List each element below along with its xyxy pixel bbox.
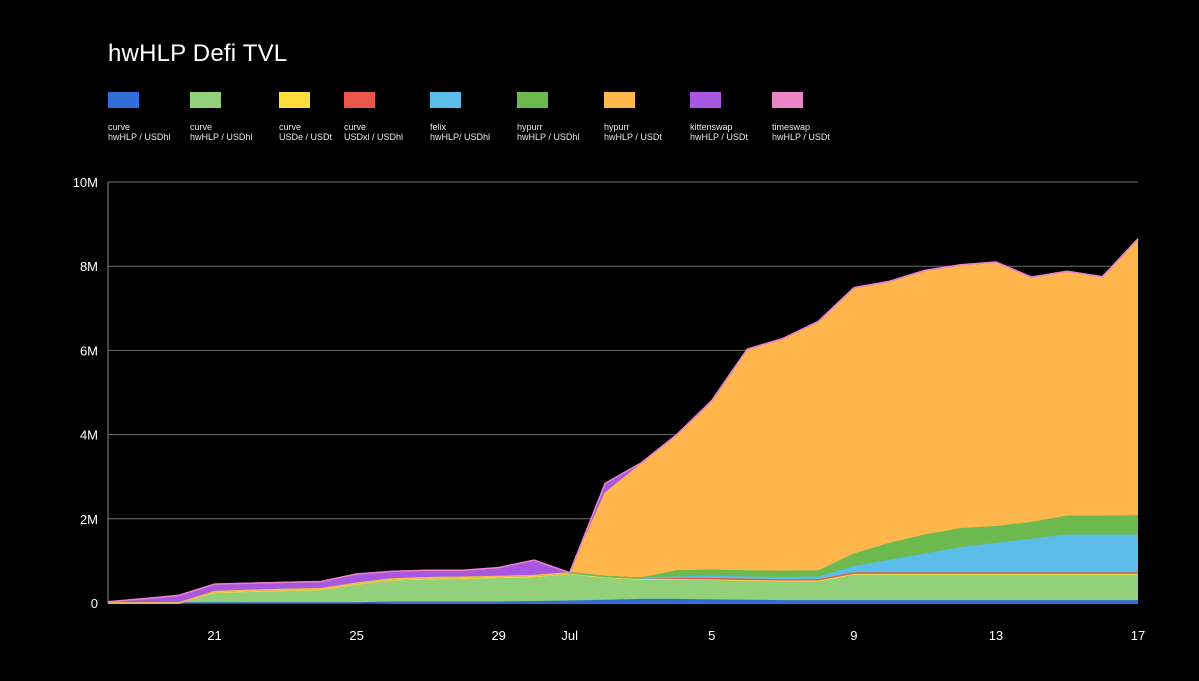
legend-label-pair: hwHLP / USDt (690, 132, 748, 142)
x-tick-label: 17 (1131, 628, 1145, 643)
y-tick-label: 2M (80, 512, 98, 527)
series-edge-line (108, 239, 1139, 604)
legend-item: timeswap hwHLP / USDt (772, 92, 862, 142)
legend-swatch (772, 92, 803, 108)
area-series-hypurr-hwhlp-usdhl (108, 515, 1138, 603)
legend-swatch (604, 92, 635, 108)
legend-swatch (190, 92, 221, 108)
legend-item: hypurr hwHLP / USDhl (517, 92, 607, 142)
x-tick-label: 21 (207, 628, 221, 643)
y-axis-ticks: 0 2M 4M 6M 8M 10M (73, 175, 98, 611)
y-tick-label: 10M (73, 175, 98, 190)
legend-item: curve hwHLP / USDhl (190, 92, 280, 142)
legend-item: kittenswap hwHLP / USDt (690, 92, 780, 142)
x-tick-label: 9 (850, 628, 857, 643)
x-tick-label: 5 (708, 628, 715, 643)
legend-label-pair: hwHLP / USDt (772, 132, 830, 142)
y-tick-label: 4M (80, 428, 98, 443)
legend-label-source: hypurr (604, 122, 630, 132)
area-series-hypurr-hwhlp-usdt (108, 240, 1138, 603)
series-edge-line (108, 572, 1138, 604)
series-edge-line (107, 238, 1139, 603)
series-edge-line (108, 598, 1138, 604)
legend-label-source: timeswap (772, 122, 811, 132)
legend-item: curve USDe / USDt (279, 92, 369, 142)
legend-item: felix hwHLP/ USDhl (430, 92, 520, 142)
legend-swatch (517, 92, 548, 108)
legend-label-source: curve (344, 122, 367, 132)
x-tick-label: 25 (349, 628, 363, 643)
legend-label-source: felix (430, 122, 447, 132)
legend-swatch (430, 92, 461, 108)
legend-label-source: hypurr (517, 122, 543, 132)
x-tick-label: 29 (491, 628, 505, 643)
legend-swatch (690, 92, 721, 108)
legend-label-source: curve (108, 122, 131, 132)
legend-swatch (344, 92, 375, 108)
y-tick-label: 8M (80, 259, 98, 274)
legend-label-pair: USDe / USDt (279, 132, 333, 142)
legend-swatch (108, 92, 139, 108)
area-series-curve-hwhlp-usdhl (108, 599, 1138, 603)
x-axis-ticks: 21 25 29 Jul 5 9 13 17 (207, 628, 1145, 643)
legend-item: hypurr hwHLP / USDt (604, 92, 694, 142)
legend-swatch (279, 92, 310, 108)
area-series (107, 238, 1139, 604)
area-series-curve-hwhlp-usdhl (108, 573, 1138, 603)
y-tick-label: 0 (91, 596, 98, 611)
legend-label-source: curve (190, 122, 213, 132)
legend-item: curve USDxl / USDhl (344, 92, 434, 142)
legend-label-source: curve (279, 122, 302, 132)
chart-title: hwHLP Defi TVL (108, 40, 288, 67)
legend-label-pair: hwHLP / USDhl (517, 132, 580, 142)
legend-label-pair: hwHLP / USDt (604, 132, 662, 142)
legend-label-pair: hwHLP / USDhl (108, 132, 171, 142)
legend-label-pair: hwHLP/ USDhl (430, 132, 491, 142)
legend-label-source: kittenswap (690, 122, 733, 132)
legend-label-pair: USDxl / USDhl (344, 132, 404, 142)
y-tick-label: 6M (80, 343, 98, 358)
x-tick-label: Jul (561, 628, 578, 643)
legend-label-pair: hwHLP / USDhl (190, 132, 253, 142)
x-tick-label: 13 (989, 628, 1003, 643)
legend-item: curve hwHLP / USDhl (108, 92, 198, 142)
area-series-felix-hwhlp-usdhl (108, 535, 1138, 603)
